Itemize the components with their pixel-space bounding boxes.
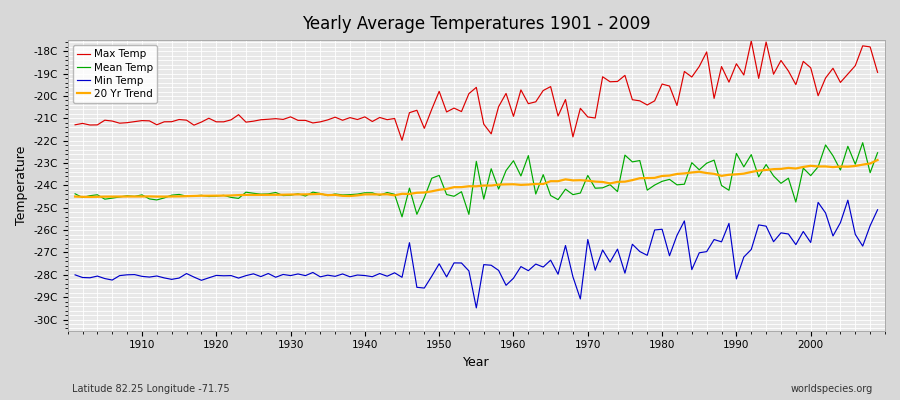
- Mean Temp: [338, 192, 348, 197]
- Max Temp: [129, 119, 140, 124]
- Text: Latitude 82.25 Longitude -71.75: Latitude 82.25 Longitude -71.75: [72, 384, 230, 394]
- Min Temp: [471, 306, 482, 310]
- 20 Yr Trend: [605, 181, 616, 186]
- Line: Max Temp: Max Temp: [75, 41, 878, 140]
- Max Temp: [292, 118, 303, 123]
- Line: Min Temp: Min Temp: [75, 200, 878, 308]
- Min Temp: [508, 276, 519, 281]
- Max Temp: [746, 38, 757, 43]
- 20 Yr Trend: [516, 182, 526, 187]
- X-axis label: Year: Year: [463, 356, 490, 369]
- Max Temp: [516, 88, 526, 92]
- Mean Temp: [858, 140, 868, 145]
- Y-axis label: Temperature: Temperature: [15, 146, 28, 225]
- Min Temp: [516, 264, 526, 269]
- Mean Temp: [508, 158, 519, 163]
- Max Temp: [872, 70, 883, 75]
- Line: 20 Yr Trend: 20 Yr Trend: [75, 160, 878, 197]
- Mean Temp: [605, 182, 616, 187]
- Mean Temp: [129, 194, 140, 199]
- Mean Temp: [292, 191, 303, 196]
- Max Temp: [69, 122, 80, 127]
- Line: Mean Temp: Mean Temp: [75, 143, 878, 217]
- 20 Yr Trend: [85, 194, 95, 199]
- Min Temp: [872, 207, 883, 212]
- 20 Yr Trend: [137, 194, 148, 199]
- 20 Yr Trend: [872, 158, 883, 162]
- 20 Yr Trend: [69, 194, 80, 199]
- 20 Yr Trend: [345, 194, 356, 198]
- Max Temp: [605, 79, 616, 84]
- Mean Temp: [397, 214, 408, 219]
- Text: worldspecies.org: worldspecies.org: [791, 384, 873, 394]
- Max Temp: [508, 114, 519, 119]
- 20 Yr Trend: [508, 182, 519, 187]
- Mean Temp: [69, 192, 80, 196]
- Mean Temp: [516, 174, 526, 178]
- Min Temp: [292, 272, 303, 276]
- Title: Yearly Average Temperatures 1901 - 2009: Yearly Average Temperatures 1901 - 2009: [302, 15, 651, 33]
- Min Temp: [842, 198, 853, 202]
- Mean Temp: [872, 150, 883, 155]
- Max Temp: [397, 138, 408, 143]
- 20 Yr Trend: [300, 192, 310, 197]
- Min Temp: [129, 272, 140, 277]
- Min Temp: [69, 272, 80, 277]
- Min Temp: [338, 272, 348, 276]
- Legend: Max Temp, Mean Temp, Min Temp, 20 Yr Trend: Max Temp, Mean Temp, Min Temp, 20 Yr Tre…: [73, 45, 157, 103]
- Max Temp: [338, 118, 348, 123]
- Min Temp: [605, 260, 616, 264]
